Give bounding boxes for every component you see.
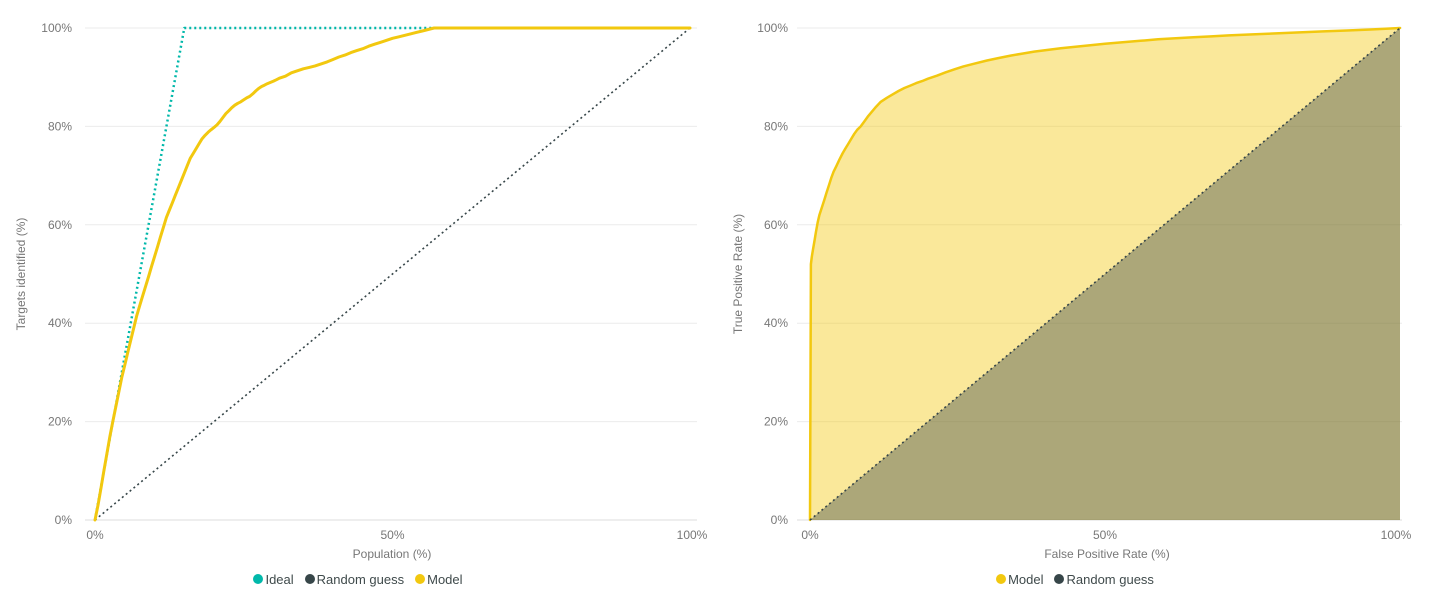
legend-label-ideal: Ideal <box>265 571 294 587</box>
y-tick-label: 0% <box>55 513 73 527</box>
legend-item-random-guess[interactable]: Random guess <box>1054 571 1154 587</box>
legend-label-model: Model <box>427 571 463 587</box>
y-tick-label: 60% <box>764 218 788 232</box>
legend-swatch-model <box>415 574 426 584</box>
legend-swatch-model <box>996 574 1007 584</box>
gains-y-axis-title: Targets identified (%) <box>14 217 28 331</box>
legend-item-random-guess[interactable]: Random guess <box>304 571 405 587</box>
y-tick-label: 0% <box>771 513 789 527</box>
y-tick-label: 20% <box>764 415 788 429</box>
y-tick-label: 100% <box>41 21 72 35</box>
roc-x-axis-title: False Positive Rate (%) <box>1044 547 1170 561</box>
y-tick-label: 40% <box>764 316 788 330</box>
y-tick-label: 80% <box>48 119 72 133</box>
gains-chart[interactable]: 0% 20% 40% 60% 80% 100% 0% 50% 100% <box>0 0 716 601</box>
legend-label-random-guess: Random guess <box>316 571 405 587</box>
x-tick-label: 0% <box>801 528 819 542</box>
y-tick-label: 60% <box>48 218 72 232</box>
gains-x-axis-title: Population (%) <box>352 547 432 561</box>
y-tick-label: 20% <box>48 415 72 429</box>
x-tick-label: 100% <box>677 528 708 542</box>
random-guess-line[interactable] <box>94 27 691 521</box>
roc-y-axis-title: True Positive Rate (%) <box>731 213 745 335</box>
y-tick-label: 40% <box>48 316 72 330</box>
y-tick-label: 100% <box>757 21 788 35</box>
gains-legend: Ideal Random guess Model <box>0 570 716 588</box>
x-tick-label: 50% <box>380 528 404 542</box>
model-line[interactable] <box>808 26 1402 522</box>
roc-legend: Model Random guess <box>717 570 1433 588</box>
random-guess-line[interactable] <box>809 27 1401 521</box>
legend-label-model: Model <box>1008 571 1044 587</box>
legend-item-ideal[interactable]: Ideal <box>253 571 294 587</box>
legend-swatch-random-guess <box>304 574 315 584</box>
model-line[interactable] <box>93 26 692 522</box>
x-tick-label: 50% <box>1093 528 1117 542</box>
legend-item-model[interactable]: Model <box>996 572 1043 587</box>
x-tick-label: 0% <box>86 528 104 542</box>
x-tick-label: 100% <box>1381 528 1412 542</box>
legend-swatch-ideal <box>253 574 264 584</box>
legend-label-random-guess: Random guess <box>1066 571 1154 587</box>
legend-item-model[interactable]: Model <box>415 571 463 587</box>
ideal-line[interactable] <box>93 26 690 521</box>
roc-chart[interactable]: 0% 20% 40% 60% 80% 100% 0% 50% 100% <box>717 0 1433 601</box>
y-tick-label: 80% <box>764 119 788 133</box>
legend-swatch-random-guess <box>1054 574 1065 584</box>
